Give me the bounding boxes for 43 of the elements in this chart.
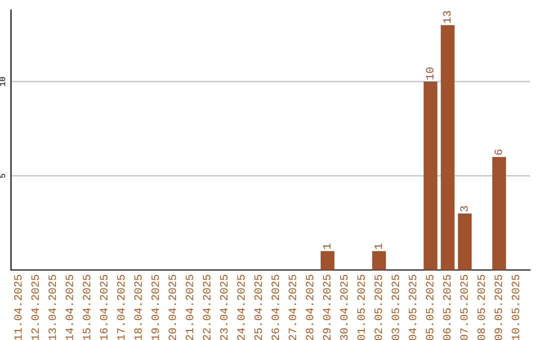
- x-tick-label: 02.05.2025: [374, 274, 382, 340]
- x-tick-label: 18.04.2025: [134, 274, 142, 340]
- bar: [492, 156, 506, 270]
- x-tick-label: 26.04.2025: [272, 274, 280, 340]
- bar: [458, 213, 472, 270]
- x-tick-label: 03.05.2025: [392, 274, 400, 340]
- bar: [320, 251, 334, 270]
- x-tick-label: 17.04.2025: [117, 274, 125, 340]
- data-label: 10: [426, 68, 434, 80]
- x-tick-label: 19.04.2025: [151, 274, 159, 340]
- bar: [440, 25, 455, 270]
- bar: [372, 251, 386, 270]
- x-tick-label: 04.05.2025: [408, 274, 416, 340]
- x-tick-label: 21.04.2025: [186, 274, 194, 340]
- y-tick-label: 5: [0, 174, 6, 178]
- x-tick-label: 07.05.2025: [460, 274, 468, 340]
- data-label: 1: [374, 244, 382, 249]
- x-tick-label: 05.05.2025: [426, 274, 434, 340]
- x-tick-label: 08.05.2025: [477, 274, 485, 340]
- data-label: 6: [494, 150, 502, 155]
- x-tick-label: 10.05.2025: [512, 274, 520, 340]
- x-tick-label: 09.05.2025: [494, 274, 502, 340]
- x-tick-label: 06.05.2025: [443, 274, 451, 340]
- x-tick-label: 25.04.2025: [254, 274, 262, 340]
- x-tick-label: 12.04.2025: [31, 274, 39, 340]
- x-tick-label: 13.04.2025: [48, 274, 56, 340]
- x-tick-label: 23.04.2025: [220, 274, 228, 340]
- x-tick-label: 22.04.2025: [202, 274, 210, 340]
- x-tick-label: 01.05.2025: [357, 274, 365, 340]
- bar: [424, 82, 438, 270]
- data-label: 13: [443, 11, 451, 23]
- data-label: 1: [323, 244, 330, 249]
- x-tick-label: 28.04.2025: [306, 274, 314, 340]
- x-tick-label: 24.04.2025: [237, 274, 245, 340]
- x-tick-label: 14.04.2025: [66, 274, 74, 340]
- x-tick-label: 15.04.2025: [82, 274, 90, 340]
- x-tick-label: 27.04.2025: [288, 274, 296, 340]
- x-tick-label: 16.04.2025: [100, 274, 108, 340]
- x-tick-label: 29.04.2025: [322, 274, 331, 340]
- x-tick-label: 20.04.2025: [168, 274, 176, 340]
- data-label: 3: [460, 206, 468, 212]
- x-tick-label: 11.04.2025: [14, 274, 22, 340]
- x-tick-label: 30.04.2025: [340, 274, 348, 340]
